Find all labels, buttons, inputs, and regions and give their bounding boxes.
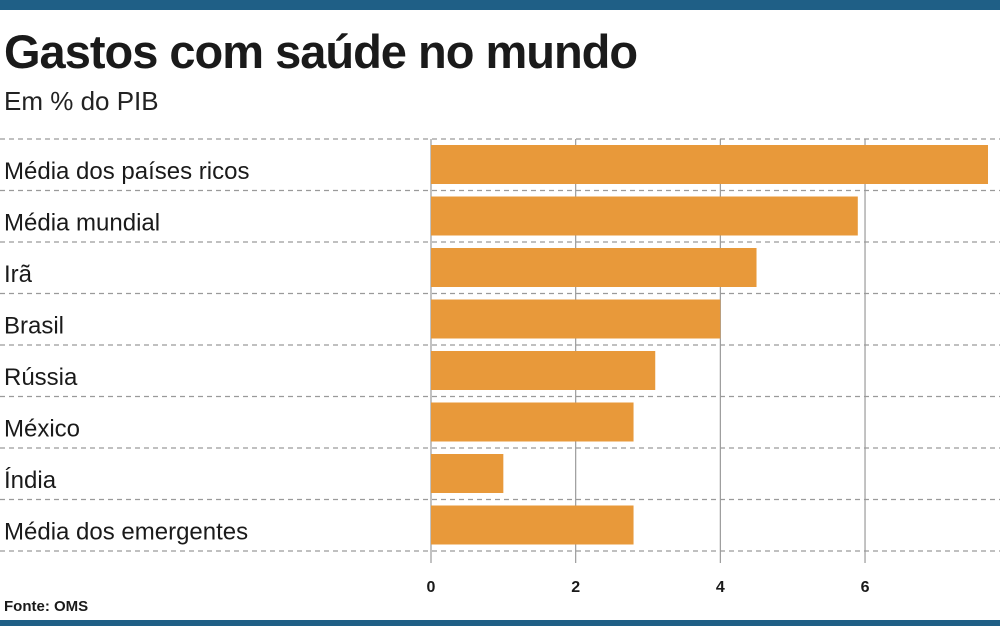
category-label: México bbox=[4, 416, 80, 443]
x-tick-label: 0 bbox=[427, 579, 436, 596]
bar bbox=[431, 145, 988, 184]
ticks-layer: 0 2 4 6 bbox=[427, 579, 870, 596]
bottom-accent-rule bbox=[0, 620, 1000, 626]
bar bbox=[431, 299, 721, 339]
labels-layer: Média dos países ricos Média mundial Irã Br… bbox=[4, 158, 249, 546]
top-accent-rule bbox=[0, 0, 1000, 10]
bar bbox=[431, 505, 634, 545]
bar bbox=[431, 248, 757, 287]
chart-title: Gastos com saúde no mundo bbox=[4, 25, 638, 78]
category-label: Média dos países ricos bbox=[4, 158, 249, 185]
x-tick-label: 2 bbox=[571, 579, 580, 596]
bar bbox=[431, 454, 504, 493]
x-tick-label: 6 bbox=[861, 579, 870, 596]
bar bbox=[431, 196, 858, 236]
bar bbox=[431, 351, 656, 390]
category-label: Brasil bbox=[4, 313, 64, 340]
source-note: Fonte: OMS bbox=[4, 598, 89, 615]
x-tick-label: 4 bbox=[716, 579, 725, 596]
category-label: Média mundial bbox=[4, 210, 160, 237]
bar bbox=[431, 402, 634, 442]
category-label: Rússia bbox=[4, 364, 78, 391]
category-label: Índia bbox=[4, 467, 57, 494]
category-label: Média dos emergentes bbox=[4, 519, 248, 546]
category-label: Irã bbox=[4, 261, 33, 288]
chart-subtitle: Em % do PIB bbox=[4, 86, 159, 116]
bars-layer bbox=[431, 145, 988, 545]
